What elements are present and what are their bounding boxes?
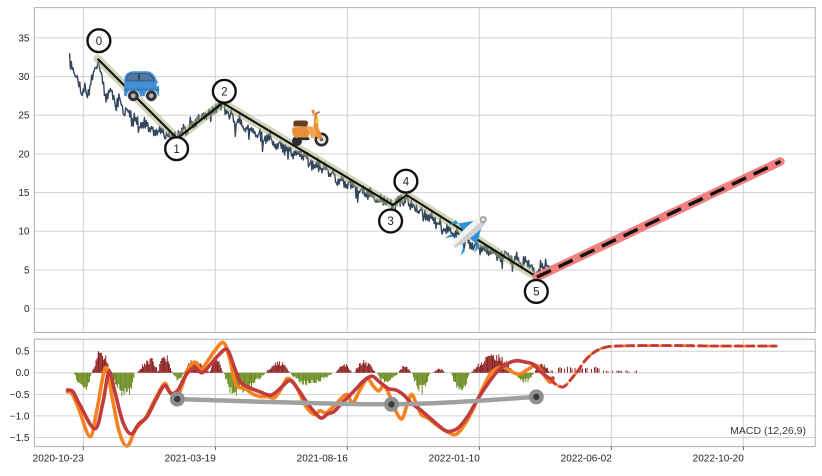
svg-text:MACD (12,26,9): MACD (12,26,9) (730, 425, 806, 437)
svg-text:−1.5: −1.5 (10, 433, 30, 444)
svg-text:10: 10 (18, 227, 30, 238)
svg-text:0.0: 0.0 (16, 368, 30, 379)
svg-text:3: 3 (387, 216, 393, 228)
svg-text:2022-01-10: 2022-01-10 (429, 454, 481, 465)
svg-text:4: 4 (403, 176, 410, 188)
svg-text:5: 5 (533, 287, 539, 299)
svg-text:5: 5 (24, 265, 30, 276)
svg-text:0: 0 (96, 36, 102, 48)
svg-text:25: 25 (18, 111, 30, 122)
svg-text:30: 30 (18, 72, 30, 83)
svg-text:0.5: 0.5 (16, 347, 30, 358)
svg-text:2021-03-19: 2021-03-19 (165, 454, 217, 465)
svg-text:2022-10-20: 2022-10-20 (693, 454, 745, 465)
svg-text:1: 1 (173, 144, 179, 156)
svg-text:35: 35 (18, 33, 30, 44)
svg-text:0: 0 (24, 304, 30, 315)
svg-text:2022-06-02: 2022-06-02 (561, 454, 613, 465)
svg-text:2: 2 (221, 87, 227, 99)
svg-text:−0.5: −0.5 (10, 390, 30, 401)
svg-text:2021-08-16: 2021-08-16 (297, 454, 349, 465)
svg-text:2020-10-23: 2020-10-23 (33, 454, 85, 465)
svg-text:15: 15 (18, 188, 30, 199)
svg-text:20: 20 (18, 149, 30, 160)
svg-text:−1.0: −1.0 (10, 411, 30, 422)
